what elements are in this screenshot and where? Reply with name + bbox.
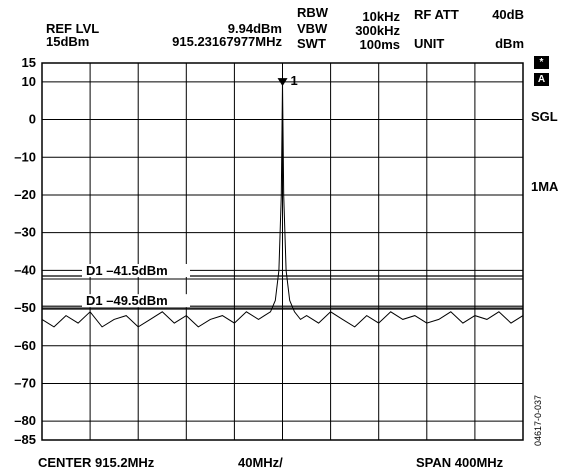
rbw-value: 10kHz (362, 9, 400, 24)
swt-label: SWT (297, 36, 326, 51)
star-badge: * (534, 56, 549, 69)
marker-triangle (277, 78, 288, 87)
marker-level-readout: 9.94dBm (227, 21, 282, 36)
swt-value: 100ms (359, 37, 400, 52)
display-line-label: D1 –41.5dBm (86, 263, 168, 278)
y-tick-label: –50 (14, 300, 36, 315)
y-tick-label: 10 (22, 74, 36, 89)
vbw-value: 300kHz (355, 23, 400, 38)
ref-level-value: 15dBm (46, 34, 90, 49)
y-tick-label: –60 (14, 338, 36, 353)
marker-frequency-readout: 915.23167977MHz (172, 34, 282, 49)
marker-label: 1 (291, 73, 298, 88)
y-tick-label: –10 (14, 149, 36, 164)
center-frequency: CENTER 915.2MHz (38, 455, 155, 470)
unit-value: dBm (495, 36, 524, 51)
vbw-label: VBW (297, 21, 328, 36)
frequency-span: SPAN 400MHz (416, 455, 504, 470)
y-tick-label: –30 (14, 225, 36, 240)
y-tick-label: –85 (14, 432, 36, 447)
display-line-label-bg (82, 294, 190, 308)
frequency-per-division: 40MHz/ (238, 455, 283, 470)
y-tick-label: 0 (29, 112, 36, 127)
rf-att-value: 40dB (492, 7, 524, 22)
trace-mode-indicator: 1MA (531, 179, 559, 194)
y-tick-label: –80 (14, 413, 36, 428)
unit-label: UNIT (414, 36, 445, 51)
sweep-single-indicator: SGL (531, 109, 558, 124)
rbw-label: RBW (297, 5, 329, 20)
rf-att-label: RF ATT (414, 7, 459, 22)
y-tick-label: –70 (14, 375, 36, 390)
trace-a-badge: A (534, 73, 549, 86)
display-line-label: D1 –49.5dBm (86, 293, 168, 308)
y-tick-label: –20 (14, 187, 36, 202)
display-line-label-bg (82, 264, 190, 278)
y-tick-label: –40 (14, 262, 36, 277)
y-tick-label: 15 (22, 55, 36, 70)
ref-level-label: REF LVL (46, 21, 100, 36)
